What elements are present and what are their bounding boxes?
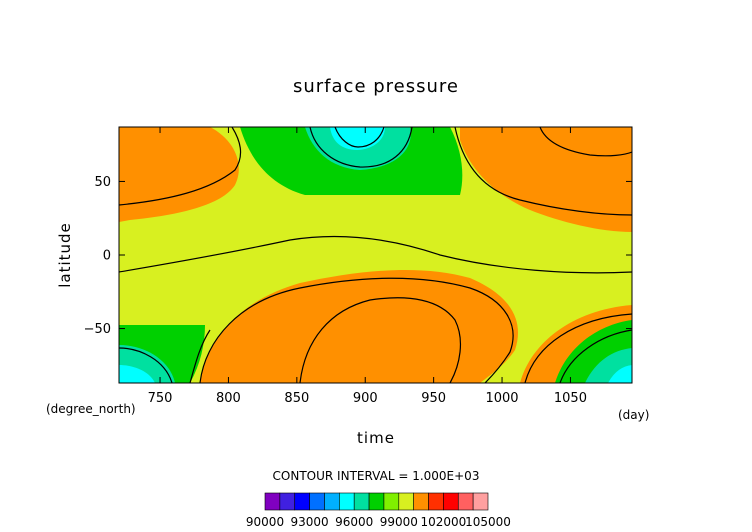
colorbar-swatch [428, 492, 444, 511]
field-region-orange-ne [460, 127, 632, 232]
contour-line [454, 127, 632, 216]
plot-area [119, 127, 632, 383]
x-tick-label: 900 [353, 391, 378, 406]
colorbar-swatch [279, 492, 296, 511]
colorbar-swatch [413, 492, 429, 511]
contour-line [334, 127, 385, 148]
y-tick-label: 50 [94, 175, 111, 190]
field-region-cyan-se [608, 365, 632, 383]
y-tick-label: −50 [84, 322, 111, 337]
colorbar-label: 96000 [335, 515, 373, 529]
colorbar-label: 99000 [380, 515, 418, 529]
colorbar-swatch [383, 492, 400, 511]
colorbar-swatch [457, 492, 474, 511]
x-tick-label: 850 [284, 391, 309, 406]
x-axis-label: time [357, 429, 395, 447]
contour-line [119, 235, 632, 274]
colorbar-swatch [368, 492, 385, 511]
colorbar-label: 93000 [291, 515, 329, 529]
field-region-orange-south [200, 269, 518, 383]
contour-line [309, 127, 413, 168]
colorbar-label: 90000 [246, 515, 284, 529]
colorbar-swatch [398, 492, 414, 511]
contour-line [539, 127, 632, 157]
x-tick-label: 800 [216, 391, 241, 406]
colorbar [264, 492, 489, 511]
contour-lines [119, 127, 632, 383]
x-tick-label: 750 [148, 391, 173, 406]
chart-title: surface pressure [293, 76, 459, 97]
colorbar-label: 102000 [420, 515, 466, 529]
colorbar-label: 105000 [465, 515, 511, 529]
colorbar-swatch [324, 492, 340, 511]
y-axis-label: latitude [56, 222, 74, 288]
contour-line [199, 277, 514, 383]
field-region-orange-nw [119, 127, 239, 222]
x-axis-unit: (day) [618, 408, 649, 422]
x-tick-label: 1000 [485, 391, 518, 406]
field-region-cyan-sw [119, 365, 155, 383]
contour-interval: CONTOUR INTERVAL = 1.000E+03 [273, 469, 480, 483]
contour-line [299, 297, 461, 383]
colorbar-swatch [472, 492, 489, 511]
colorbar-swatch [309, 492, 325, 511]
y-axis-unit: (degree_north) [46, 402, 136, 416]
colorbar-swatch [294, 492, 310, 511]
colorbar-swatch [264, 492, 281, 511]
contour-line [119, 347, 173, 383]
colorbar-swatch [339, 492, 355, 511]
colorbar-swatch [353, 492, 370, 511]
y-tick-label: 0 [103, 249, 111, 264]
contour-line [559, 329, 632, 383]
contour-line [119, 127, 242, 206]
contour-line [524, 313, 632, 383]
contour-line [189, 329, 211, 383]
colorbar-swatch [443, 492, 459, 511]
x-tick-label: 1050 [554, 391, 587, 406]
x-axis: 750 800 850 900 950 1000 1050 [148, 127, 587, 406]
x-tick-label: 950 [421, 391, 446, 406]
y-axis: 50 0 −50 [84, 175, 632, 337]
